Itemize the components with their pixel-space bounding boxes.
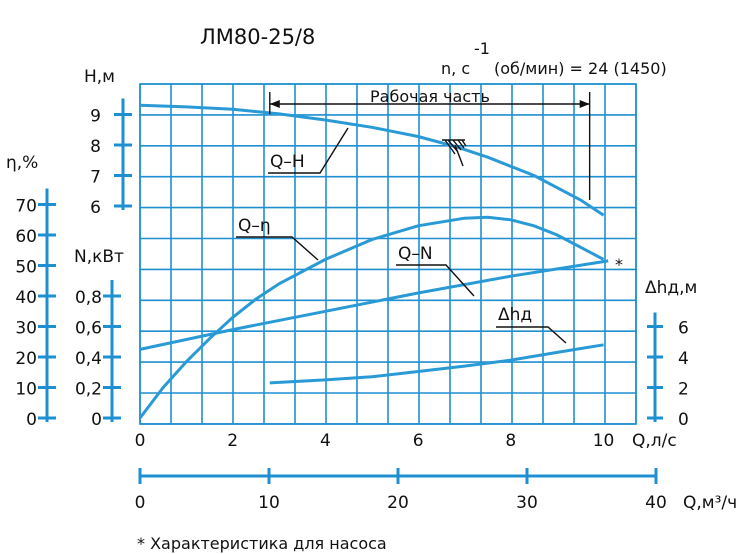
x2-tick-label: 30 bbox=[516, 493, 538, 513]
x2-tick-label: 40 bbox=[645, 493, 667, 513]
curve-H bbox=[139, 103, 605, 217]
curve-N bbox=[139, 259, 609, 351]
eta-axis-tick-label: 50 bbox=[15, 258, 37, 278]
h-axis-tick-label: 7 bbox=[90, 168, 101, 188]
n-axis-tick-label: 0 bbox=[91, 410, 102, 430]
hatch-mark bbox=[442, 139, 467, 167]
x2-axis-label: Q,м³/ч bbox=[683, 493, 737, 513]
speed-label: n, с bbox=[441, 59, 470, 78]
curve-label: Q–H bbox=[270, 152, 305, 172]
dh-axis-tick-label: 4 bbox=[678, 349, 689, 369]
footnote: * Характеристика для насоса bbox=[137, 534, 387, 553]
x-tick-label: 6 bbox=[413, 431, 424, 451]
eta-axis-tick-label: 20 bbox=[15, 349, 37, 369]
x2-tick-label: 10 bbox=[258, 493, 280, 513]
axes: 678901020304050607000,20,40,60,80246Н,мη… bbox=[6, 67, 737, 513]
x2-tick-label: 0 bbox=[135, 493, 146, 513]
dh-axis-tick-label: 2 bbox=[678, 380, 689, 400]
eta-axis-tick-label: 60 bbox=[15, 227, 37, 247]
curve-label-leader bbox=[496, 326, 567, 344]
curve-label: Q–η bbox=[238, 216, 271, 236]
plot-grid bbox=[139, 83, 637, 425]
n-axis-tick-label: 0,6 bbox=[75, 319, 102, 339]
asterisk-mark: * bbox=[615, 255, 623, 274]
n-axis-tick-label: 0,8 bbox=[75, 288, 102, 308]
curve-label: Δhд bbox=[498, 305, 532, 325]
curve-label-leader bbox=[236, 236, 319, 261]
x-axis-label: Q,л/с bbox=[632, 431, 677, 451]
chart-title: ЛМ80-25/8 bbox=[200, 25, 315, 49]
x-tick-label: 8 bbox=[505, 431, 516, 451]
x-tick-label: 0 bbox=[135, 431, 146, 451]
curve-dh bbox=[269, 343, 604, 385]
curves: Q–H Q–η Q–N Δhд * bbox=[138, 92, 623, 419]
eta-axis-tick-label: 30 bbox=[15, 319, 37, 339]
h-axis-tick-label: 8 bbox=[90, 137, 101, 157]
eta-axis-tick-label: 10 bbox=[15, 380, 37, 400]
plot-frame bbox=[139, 83, 637, 425]
n-axis-label: N,кВт bbox=[74, 247, 124, 267]
speed-exponent: -1 bbox=[474, 39, 490, 58]
eta-axis-tick-label: 40 bbox=[15, 288, 37, 308]
dh-axis-tick-label: 6 bbox=[678, 319, 689, 339]
working-range-label: Рабочая часть bbox=[370, 87, 490, 106]
speed-value: (об/мин) = 24 (1450) bbox=[494, 59, 667, 78]
curve-label: Q–N bbox=[398, 244, 433, 264]
working-range-right-arrow bbox=[579, 100, 590, 108]
x-tick-label: 2 bbox=[227, 431, 238, 451]
x2-tick-label: 20 bbox=[387, 493, 409, 513]
eta-axis-label: η,% bbox=[6, 153, 38, 173]
dh-axis-label: Δhд,м bbox=[645, 278, 697, 298]
h-axis-tick-label: 9 bbox=[90, 107, 101, 127]
working-range-left-arrow bbox=[269, 100, 280, 108]
x-tick-label: 10 bbox=[593, 431, 615, 451]
h-axis-tick-label: 6 bbox=[90, 198, 101, 218]
dh-axis-tick-label: 0 bbox=[678, 410, 689, 430]
curve-label-leader bbox=[268, 127, 349, 174]
curve-label-leader bbox=[396, 264, 475, 297]
x-tick-label: 4 bbox=[320, 431, 331, 451]
eta-axis-tick-label: 70 bbox=[15, 197, 37, 217]
n-axis-tick-label: 0,2 bbox=[75, 380, 102, 400]
eta-axis-tick-label: 0 bbox=[26, 410, 37, 430]
n-axis-tick-label: 0,4 bbox=[75, 349, 102, 369]
h-axis-label: Н,м bbox=[84, 67, 115, 87]
curve-eta bbox=[138, 215, 605, 419]
